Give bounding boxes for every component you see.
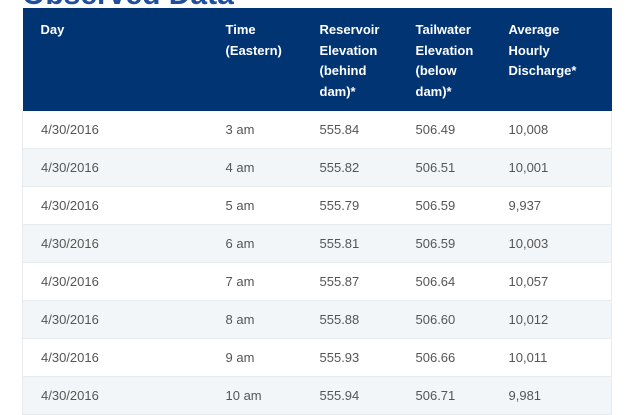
cell-average-hourly-discharge: 10,012 [508, 300, 612, 339]
cell-tailwater-elevation: 506.49 [415, 111, 509, 149]
cell-tailwater-elevation: 506.66 [415, 338, 509, 377]
cell-reservoir-elevation: 555.84 [319, 111, 416, 149]
table-row: 4/30/2016 6 am 555.81 506.59 10,003 [22, 224, 612, 263]
cell-tailwater-elevation: 506.60 [415, 300, 509, 339]
table-row: 4/30/2016 10 am 555.94 506.71 9,981 [22, 376, 612, 415]
table-row: 4/30/2016 7 am 555.87 506.64 10,057 [22, 262, 612, 301]
table-row: 4/30/2016 9 am 555.93 506.66 10,011 [22, 338, 612, 377]
cell-day: 4/30/2016 [22, 300, 226, 339]
column-header-line: dam)* [319, 83, 356, 99]
column-header-line: Tailwater [415, 22, 471, 37]
cell-tailwater-elevation: 506.71 [415, 376, 509, 415]
cell-day: 4/30/2016 [22, 186, 226, 225]
section-title: Observed Data [22, 0, 234, 12]
table-row: 4/30/2016 8 am 555.88 506.60 10,012 [22, 300, 612, 339]
cell-day: 4/30/2016 [22, 148, 226, 187]
cell-tailwater-elevation: 506.64 [415, 262, 509, 301]
column-header-line: (Eastern) [225, 42, 282, 58]
column-header-line: dam)* [415, 83, 452, 99]
cell-time: 10 am [225, 376, 320, 415]
cell-time: 9 am [225, 338, 320, 377]
cell-reservoir-elevation: 555.81 [319, 224, 416, 263]
column-header-line: Average [508, 22, 560, 37]
cell-time: 3 am [225, 111, 320, 149]
cell-average-hourly-discharge: 10,057 [508, 262, 612, 301]
cell-average-hourly-discharge: 9,937 [508, 186, 612, 225]
column-header-line: Day [40, 22, 65, 37]
cell-day: 4/30/2016 [22, 111, 226, 149]
column-header-line: Elevation [319, 42, 378, 58]
column-header-line: Reservoir [319, 22, 380, 37]
column-header-line: (behind [319, 63, 367, 78]
cell-day: 4/30/2016 [22, 376, 226, 415]
cell-tailwater-elevation: 506.51 [415, 148, 509, 187]
cell-day: 4/30/2016 [22, 224, 226, 263]
column-header-line: (below [415, 63, 457, 78]
cell-average-hourly-discharge: 10,003 [508, 224, 612, 263]
cell-time: 6 am [225, 224, 320, 263]
cell-tailwater-elevation: 506.59 [415, 186, 509, 225]
cell-reservoir-elevation: 555.82 [319, 148, 416, 187]
table-row: 4/30/2016 4 am 555.82 506.51 10,001 [22, 148, 612, 187]
column-header-line: Elevation [415, 42, 474, 58]
cell-reservoir-elevation: 555.94 [319, 376, 416, 415]
cell-average-hourly-discharge: 10,008 [508, 111, 612, 149]
column-header-day: Day [23, 8, 226, 111]
cell-day: 4/30/2016 [22, 262, 226, 301]
cell-time: 5 am [225, 186, 320, 225]
observed-data-table: Day Time (Eastern) Reservoir Elevation (behin… [22, 8, 612, 415]
cell-tailwater-elevation: 506.59 [415, 224, 509, 263]
table-row: 4/30/2016 5 am 555.79 506.59 9,937 [22, 186, 612, 225]
table-header-row: Day Time (Eastern) Reservoir Elevation (behin… [22, 8, 612, 111]
cell-average-hourly-discharge: 10,011 [508, 338, 612, 377]
table-row: 4/30/2016 3 am 555.84 506.49 10,008 [22, 111, 612, 149]
cell-average-hourly-discharge: 10,001 [508, 148, 612, 187]
cell-reservoir-elevation: 555.88 [319, 300, 416, 339]
column-header-line: Time [225, 22, 256, 37]
column-header-average-hourly-discharge: Average Hourly Discharge* [509, 8, 612, 111]
column-header-time: Time (Eastern) [226, 8, 320, 111]
column-header-line: Hourly [508, 42, 550, 58]
cell-day: 4/30/2016 [22, 338, 226, 377]
column-header-line: Discharge* [508, 63, 577, 78]
cell-reservoir-elevation: 555.93 [319, 338, 416, 377]
cell-reservoir-elevation: 555.79 [319, 186, 416, 225]
cell-time: 4 am [225, 148, 320, 187]
column-header-tailwater-elevation: Tailwater Elevation (below dam)* [416, 8, 509, 111]
cell-reservoir-elevation: 555.87 [319, 262, 416, 301]
column-header-reservoir-elevation: Reservoir Elevation (behind dam)* [320, 8, 416, 111]
cell-average-hourly-discharge: 9,981 [508, 376, 612, 415]
cell-time: 7 am [225, 262, 320, 301]
cell-time: 8 am [225, 300, 320, 339]
